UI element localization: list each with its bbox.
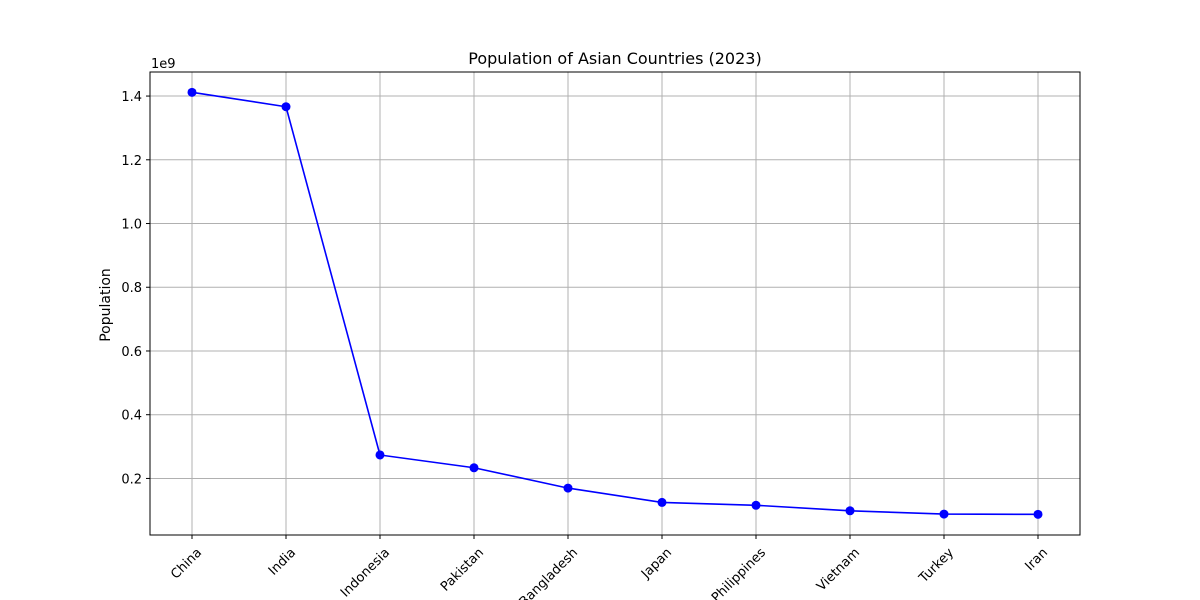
y-tick-label: 1.4 xyxy=(121,90,142,105)
data-point-turkey xyxy=(939,509,949,519)
y-tick-label: 1.0 xyxy=(121,218,142,233)
data-point-pakistan xyxy=(469,463,479,473)
y-axis-label: Population xyxy=(98,268,114,342)
data-point-vietnam xyxy=(845,506,855,516)
y-tick-label: 0.2 xyxy=(121,472,142,487)
y-axis-offset-text: 1e9 xyxy=(151,57,176,72)
series-line xyxy=(191,91,1039,516)
data-point-india xyxy=(281,102,291,112)
y-tick-label: 0.6 xyxy=(121,345,142,360)
grid-lines xyxy=(150,72,1080,535)
data-point-iran xyxy=(1033,509,1043,519)
plot-frame xyxy=(149,71,1081,536)
data-point-bangladesh xyxy=(563,483,573,493)
data-point-china xyxy=(187,87,197,97)
y-tick-label: 0.4 xyxy=(121,409,142,424)
y-tick-label: 0.8 xyxy=(121,281,142,296)
data-point-japan xyxy=(657,497,667,507)
data-point-philippines xyxy=(751,500,761,510)
data-point-indonesia xyxy=(375,450,385,460)
y-tick-label: 1.2 xyxy=(121,154,142,169)
series-layer xyxy=(187,87,1043,519)
axes xyxy=(149,71,1081,536)
chart-title: Population of Asian Countries (2023) xyxy=(468,49,761,68)
